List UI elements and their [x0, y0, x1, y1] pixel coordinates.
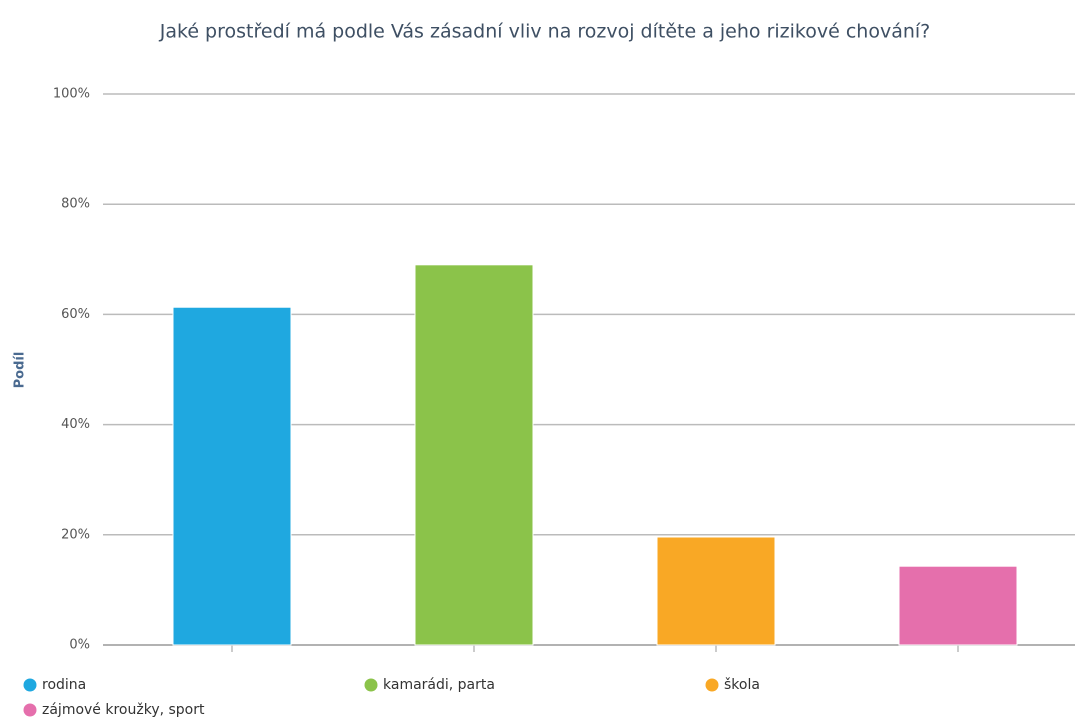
y-axis-label: Podíl: [13, 352, 28, 389]
legend-label: kamarádi, parta: [383, 677, 495, 693]
y-tick-label: 100%: [53, 87, 90, 102]
y-tick-label: 20%: [61, 527, 90, 542]
y-tick-label: 0%: [69, 638, 90, 653]
legend-label: zájmové kroužky, sport: [42, 702, 205, 718]
bar: [898, 565, 1018, 646]
legend-marker: [705, 678, 719, 692]
chart-title: Jaké prostředí má podle Vás zásadní vliv…: [159, 21, 931, 43]
legend-label: škola: [724, 677, 760, 693]
y-tick-label: 60%: [61, 307, 90, 322]
y-tick-label: 80%: [61, 197, 90, 212]
legend-label: rodina: [42, 677, 86, 693]
legend-marker: [364, 678, 378, 692]
bar: [656, 536, 776, 646]
bar: [172, 306, 292, 646]
legend-marker: [23, 703, 37, 717]
bar: [414, 264, 534, 646]
legend-marker: [23, 678, 37, 692]
y-tick-label: 40%: [61, 417, 90, 432]
